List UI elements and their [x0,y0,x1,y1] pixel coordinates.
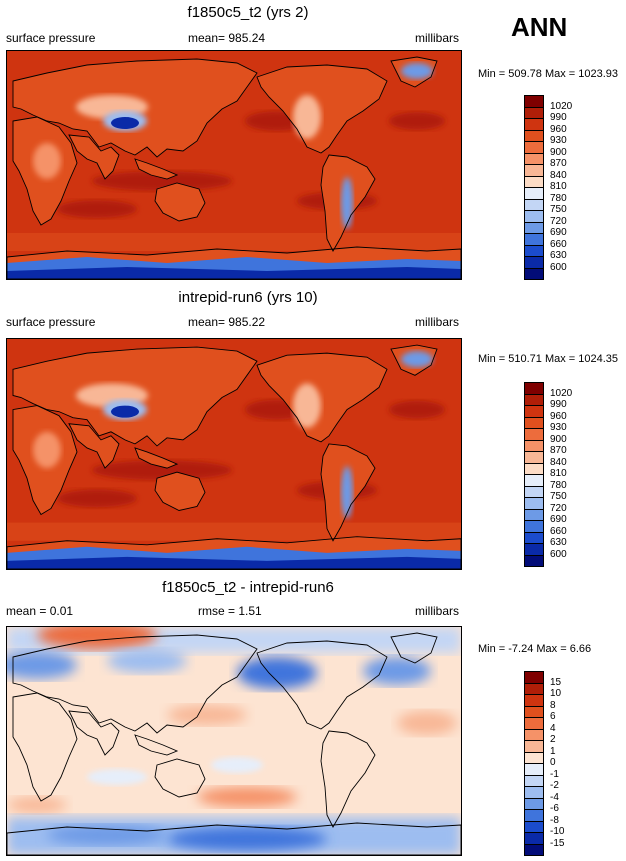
colorbar-label: 750 [550,491,567,502]
panel-2-colorbar: 1020 990 960 930 900 870 840 810 780 750 720 690 660… [524,382,604,567]
colorbar-label: 690 [550,514,567,525]
colorbar-label: 900 [550,433,567,445]
colorbar-label: 720 [550,502,567,514]
colorbar-swatch [524,843,544,856]
colorbar-label: 690 [550,227,567,238]
colorbar-label: 840 [550,456,567,468]
panel-2-left-label: surface pressure [6,315,96,329]
panel-2-map-graphic [7,339,461,569]
colorbar-label: 630 [550,250,567,261]
colorbar-label: 0 [550,757,556,768]
colorbar-label: 870 [550,445,567,456]
colorbar-label: 990 [550,399,567,410]
colorbar-label: 1 [550,745,556,757]
panel-3-minmax: Min = -7.24 Max = 6.66 [478,643,592,655]
panel-1-right-label: millibars [415,31,460,45]
colorbar-label: 10 [550,688,562,699]
colorbar-label: 840 [550,169,567,181]
colorbar-label: 660 [550,525,567,537]
panel-3-colorbar: 15 10 8 6 4 2 1 0 -1 -2 -4 -6 -8 -10 -15 [524,671,604,856]
colorbar-label: -8 [550,814,559,826]
panel-1-map [6,50,462,280]
panel-3-center-label: rmse = 1.51 [198,604,262,618]
colorbar-label: 750 [550,204,567,215]
panel-1-map-graphic [7,51,461,279]
panel-2-right-label: millibars [415,315,460,329]
colorbar-label: 6 [550,711,556,722]
colorbar-label: 900 [550,146,567,158]
colorbar-label: 1020 [550,387,573,399]
colorbar-label: 720 [550,215,567,227]
panel-2-center-label: mean= 985.22 [188,315,266,329]
colorbar-label: 810 [550,181,567,192]
panel-3-map [6,626,462,856]
colorbar-label: 600 [550,261,567,273]
colorbar-label: -2 [550,780,559,791]
panel-3-left-label: mean = 0.01 [6,604,74,618]
colorbar-label: 930 [550,135,567,146]
colorbar-label: 780 [550,192,567,204]
panel-1-minmax: Min = 509.78 Max = 1023.93 [478,68,619,80]
colorbar-label: 600 [550,548,567,560]
panel-2-title: intrepid-run6 (yrs 10) [178,289,318,306]
colorbar-label: 2 [550,734,556,745]
colorbar-label: 15 [550,676,562,688]
season-label: ANN [511,12,568,42]
colorbar-label: 960 [550,410,567,422]
panel-2-minmax: Min = 510.71 Max = 1024.35 [478,353,619,365]
panel-1-colorbar: 1020 990 960 930 900 870 840 810 780 750 720 690 660… [524,95,604,280]
colorbar-label: -15 [550,837,565,849]
panel-1-left-label: surface pressure [6,31,96,45]
panel-1-center-label: mean= 985.24 [188,31,266,45]
colorbar-swatch [524,267,544,280]
colorbar-label: 990 [550,112,567,123]
colorbar-label: 870 [550,158,567,169]
panel-3-map-graphic [7,627,461,855]
colorbar-label: 8 [550,699,556,711]
colorbar-label: 4 [550,722,556,734]
colorbar-label: 780 [550,479,567,491]
colorbar-label: 810 [550,468,567,479]
colorbar-label: 960 [550,123,567,135]
colorbar-label: -4 [550,791,559,803]
colorbar-label: -1 [550,768,559,780]
panel-2-map [6,338,462,570]
panel-3-title: f1850c5_t2 - intrepid-run6 [162,579,334,596]
colorbar-label: 1020 [550,100,573,112]
panel-3-right-label: millibars [415,604,460,618]
colorbar-label: 660 [550,238,567,250]
colorbar-label: 930 [550,422,567,433]
colorbar-swatch [524,554,544,567]
colorbar-label: 630 [550,537,567,548]
panel-1-title: f1850c5_t2 (yrs 2) [187,4,309,21]
colorbar-label: -6 [550,803,559,814]
colorbar-label: -10 [550,826,565,837]
